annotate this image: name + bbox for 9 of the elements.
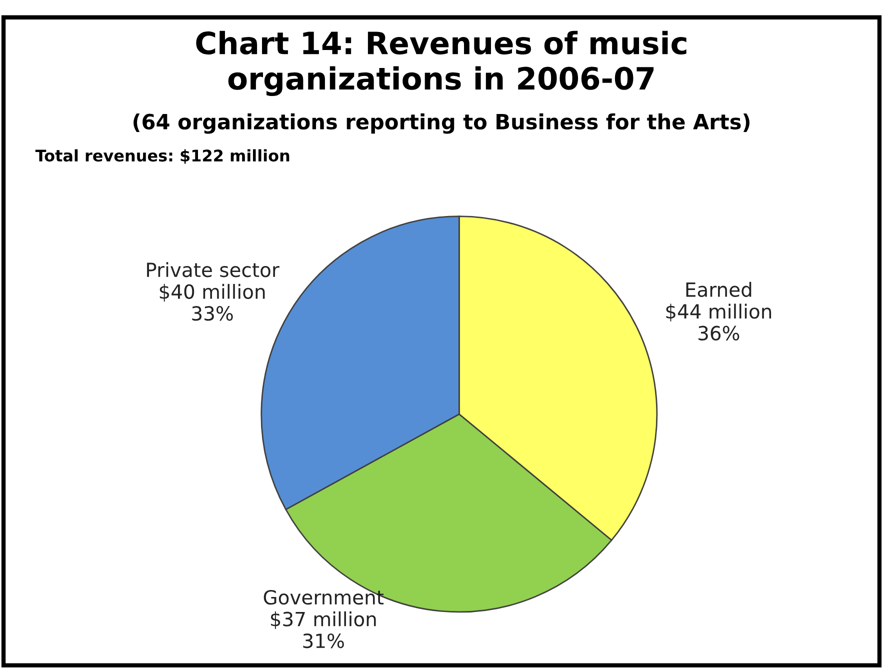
chart-subtitle: (64 organizations reporting to Business for the Arts) xyxy=(134,113,750,134)
chart-title: Chart 14: Revenues of music organizations in 2006-07 xyxy=(196,30,686,96)
slice-label: Earned $44 million xyxy=(666,282,772,322)
slice-label: Government $37 million xyxy=(264,590,384,630)
text: Total revenues: $122 million xyxy=(35,149,290,164)
slice-label: Private sector $40 million xyxy=(147,262,280,302)
data-label: 33% xyxy=(192,306,233,321)
data-label: 31% xyxy=(303,633,344,648)
data-label: 36% xyxy=(698,326,740,341)
